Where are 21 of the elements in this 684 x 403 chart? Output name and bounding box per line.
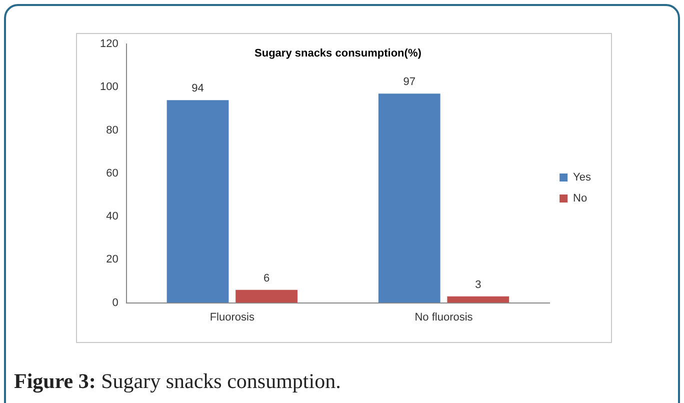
data-label: 94 bbox=[192, 82, 204, 95]
data-label: 3 bbox=[475, 278, 482, 291]
y-tick-label: 20 bbox=[106, 254, 118, 266]
bar bbox=[166, 100, 229, 303]
data-label: 97 bbox=[403, 76, 416, 88]
x-tick-label: Fluorosis bbox=[210, 311, 255, 324]
legend-label: No bbox=[573, 192, 588, 205]
bar bbox=[236, 290, 298, 303]
bar bbox=[447, 296, 510, 303]
y-tick-label: 120 bbox=[100, 38, 118, 50]
y-tick-label: 100 bbox=[100, 81, 118, 94]
y-tick-label: 80 bbox=[106, 124, 118, 136]
y-tick-label: 0 bbox=[112, 296, 118, 309]
caption: Figure 3: Sugary snacks consumption. bbox=[14, 369, 341, 394]
x-tick-label: No fluorosis bbox=[414, 311, 474, 324]
y-tick-label: 40 bbox=[106, 210, 118, 223]
bar bbox=[378, 94, 440, 303]
chart-title: Sugary snacks consumption(%) bbox=[254, 48, 422, 60]
y-tick-label: 60 bbox=[106, 167, 118, 180]
legend-label: Yes bbox=[573, 172, 592, 184]
data-label: 6 bbox=[263, 272, 270, 284]
